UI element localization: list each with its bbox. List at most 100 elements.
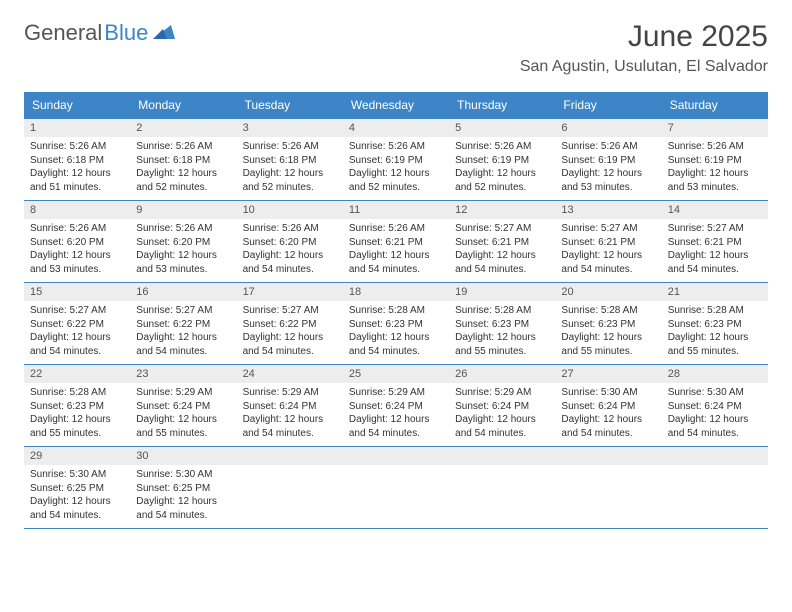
- daylight-text: Daylight: 12 hours and 52 minutes.: [455, 167, 549, 194]
- day-number: 12: [449, 201, 555, 219]
- day-cell: 26Sunrise: 5:29 AMSunset: 6:24 PMDayligh…: [449, 365, 555, 446]
- day-number: 20: [555, 283, 661, 301]
- sunset-text: Sunset: 6:19 PM: [349, 154, 443, 168]
- day-header: Thursday: [449, 92, 555, 118]
- daylight-text: Daylight: 12 hours and 54 minutes.: [561, 413, 655, 440]
- sunset-text: Sunset: 6:20 PM: [30, 236, 124, 250]
- daylight-text: Daylight: 12 hours and 54 minutes.: [349, 249, 443, 276]
- day-number: 25: [343, 365, 449, 383]
- day-number: [343, 447, 449, 465]
- day-cell: 2Sunrise: 5:26 AMSunset: 6:18 PMDaylight…: [130, 119, 236, 200]
- sunset-text: Sunset: 6:24 PM: [243, 400, 337, 414]
- day-body: Sunrise: 5:28 AMSunset: 6:23 PMDaylight:…: [24, 383, 130, 446]
- day-number: 29: [24, 447, 130, 465]
- day-cell: 24Sunrise: 5:29 AMSunset: 6:24 PMDayligh…: [237, 365, 343, 446]
- day-number: 17: [237, 283, 343, 301]
- daylight-text: Daylight: 12 hours and 55 minutes.: [30, 413, 124, 440]
- day-header: Tuesday: [237, 92, 343, 118]
- sunrise-text: Sunrise: 5:27 AM: [30, 304, 124, 318]
- day-number: [449, 447, 555, 465]
- day-body: Sunrise: 5:30 AMSunset: 6:25 PMDaylight:…: [24, 465, 130, 528]
- day-cell: 20 Sunrise: 5:28 AMSunset: 6:23 PMDayligh…: [555, 283, 661, 364]
- sunrise-text: Sunrise: 5:30 AM: [561, 386, 655, 400]
- day-cell: 3Sunrise: 5:26 AMSunset: 6:18 PMDaylight…: [237, 119, 343, 200]
- daylight-text: Daylight: 12 hours and 55 minutes.: [668, 331, 762, 358]
- day-number: [662, 447, 768, 465]
- day-number: 13: [555, 201, 661, 219]
- day-cell: 19Sunrise: 5:28 AMSunset: 6:23 PMDayligh…: [449, 283, 555, 364]
- day-body: Sunrise: 5:28 AMSunset: 6:23 PMDaylight:…: [662, 301, 768, 364]
- day-cell: 29Sunrise: 5:30 AMSunset: 6:25 PMDayligh…: [24, 447, 130, 528]
- day-cell: 6Sunrise: 5:26 AMSunset: 6:19 PMDaylight…: [555, 119, 661, 200]
- day-number: [237, 447, 343, 465]
- sunrise-text: Sunrise: 5:27 AM: [561, 222, 655, 236]
- day-cell: [237, 447, 343, 528]
- day-cell: 7Sunrise: 5:26 AMSunset: 6:19 PMDaylight…: [662, 119, 768, 200]
- logo-text-blue: Blue: [104, 20, 148, 46]
- sunrise-text: Sunrise: 5:29 AM: [136, 386, 230, 400]
- day-body: Sunrise: 5:29 AMSunset: 6:24 PMDaylight:…: [449, 383, 555, 446]
- daylight-text: Daylight: 12 hours and 54 minutes.: [349, 331, 443, 358]
- logo: General Blue: [24, 20, 175, 46]
- sunrise-text: Sunrise: 5:28 AM: [30, 386, 124, 400]
- sunrise-text: Sunrise: 5:26 AM: [455, 140, 549, 154]
- day-body: Sunrise: 5:26 AMSunset: 6:19 PMDaylight:…: [343, 137, 449, 200]
- sunrise-text: Sunrise: 5:26 AM: [349, 140, 443, 154]
- daylight-text: Daylight: 12 hours and 54 minutes.: [455, 249, 549, 276]
- daylight-text: Daylight: 12 hours and 52 minutes.: [243, 167, 337, 194]
- day-cell: 22Sunrise: 5:28 AMSunset: 6:23 PMDayligh…: [24, 365, 130, 446]
- location-subtitle: San Agustin, Usulutan, El Salvador: [520, 58, 768, 76]
- day-cell: [662, 447, 768, 528]
- sunset-text: Sunset: 6:21 PM: [349, 236, 443, 250]
- day-cell: 11Sunrise: 5:26 AMSunset: 6:21 PMDayligh…: [343, 201, 449, 282]
- day-number: 7: [662, 119, 768, 137]
- day-body: Sunrise: 5:26 AMSunset: 6:18 PMDaylight:…: [237, 137, 343, 200]
- day-number: 23: [130, 365, 236, 383]
- day-header: Friday: [555, 92, 661, 118]
- day-number: 15: [24, 283, 130, 301]
- month-title: June 2025: [520, 20, 768, 54]
- day-body: Sunrise: 5:26 AMSunset: 6:19 PMDaylight:…: [662, 137, 768, 200]
- page-header: General Blue June 2025 San Agustin, Usul…: [0, 0, 792, 84]
- day-number: 27: [555, 365, 661, 383]
- sunset-text: Sunset: 6:23 PM: [668, 318, 762, 332]
- day-number: 5: [449, 119, 555, 137]
- day-number: 3: [237, 119, 343, 137]
- sunset-text: Sunset: 6:25 PM: [30, 482, 124, 496]
- day-body: Sunrise: 5:29 AMSunset: 6:24 PMDaylight:…: [343, 383, 449, 446]
- daylight-text: Daylight: 12 hours and 52 minutes.: [349, 167, 443, 194]
- day-body: Sunrise: 5:27 AMSunset: 6:21 PMDaylight:…: [555, 219, 661, 282]
- day-body: Sunrise: 5:27 AMSunset: 6:22 PMDaylight:…: [237, 301, 343, 364]
- sunset-text: Sunset: 6:23 PM: [561, 318, 655, 332]
- sunset-text: Sunset: 6:23 PM: [30, 400, 124, 414]
- day-cell: 14Sunrise: 5:27 AMSunset: 6:21 PMDayligh…: [662, 201, 768, 282]
- sunset-text: Sunset: 6:23 PM: [455, 318, 549, 332]
- day-cell: 8Sunrise: 5:26 AMSunset: 6:20 PMDaylight…: [24, 201, 130, 282]
- sunrise-text: Sunrise: 5:26 AM: [136, 140, 230, 154]
- day-number: 10: [237, 201, 343, 219]
- daylight-text: Daylight: 12 hours and 53 minutes.: [561, 167, 655, 194]
- logo-triangle-icon: [153, 23, 175, 44]
- day-number: 14: [662, 201, 768, 219]
- sunrise-text: Sunrise: 5:29 AM: [349, 386, 443, 400]
- day-body: Sunrise: 5:30 AMSunset: 6:24 PMDaylight:…: [555, 383, 661, 446]
- day-body: Sunrise: 5:30 AMSunset: 6:24 PMDaylight:…: [662, 383, 768, 446]
- day-cell: 23Sunrise: 5:29 AMSunset: 6:24 PMDayligh…: [130, 365, 236, 446]
- daylight-text: Daylight: 12 hours and 55 minutes.: [561, 331, 655, 358]
- week-row: 22Sunrise: 5:28 AMSunset: 6:23 PMDayligh…: [24, 364, 768, 446]
- sunrise-text: Sunrise: 5:28 AM: [668, 304, 762, 318]
- sunrise-text: Sunrise: 5:28 AM: [561, 304, 655, 318]
- day-number: 22: [24, 365, 130, 383]
- day-body: Sunrise: 5:26 AMSunset: 6:21 PMDaylight:…: [343, 219, 449, 282]
- day-number: 16: [130, 283, 236, 301]
- sunrise-text: Sunrise: 5:26 AM: [30, 222, 124, 236]
- sunrise-text: Sunrise: 5:26 AM: [30, 140, 124, 154]
- sunrise-text: Sunrise: 5:30 AM: [136, 468, 230, 482]
- sunset-text: Sunset: 6:18 PM: [136, 154, 230, 168]
- day-number: 21: [662, 283, 768, 301]
- day-number: 30: [130, 447, 236, 465]
- day-cell: 18Sunrise: 5:28 AMSunset: 6:23 PMDayligh…: [343, 283, 449, 364]
- day-number: 6: [555, 119, 661, 137]
- sunrise-text: Sunrise: 5:27 AM: [136, 304, 230, 318]
- sunset-text: Sunset: 6:25 PM: [136, 482, 230, 496]
